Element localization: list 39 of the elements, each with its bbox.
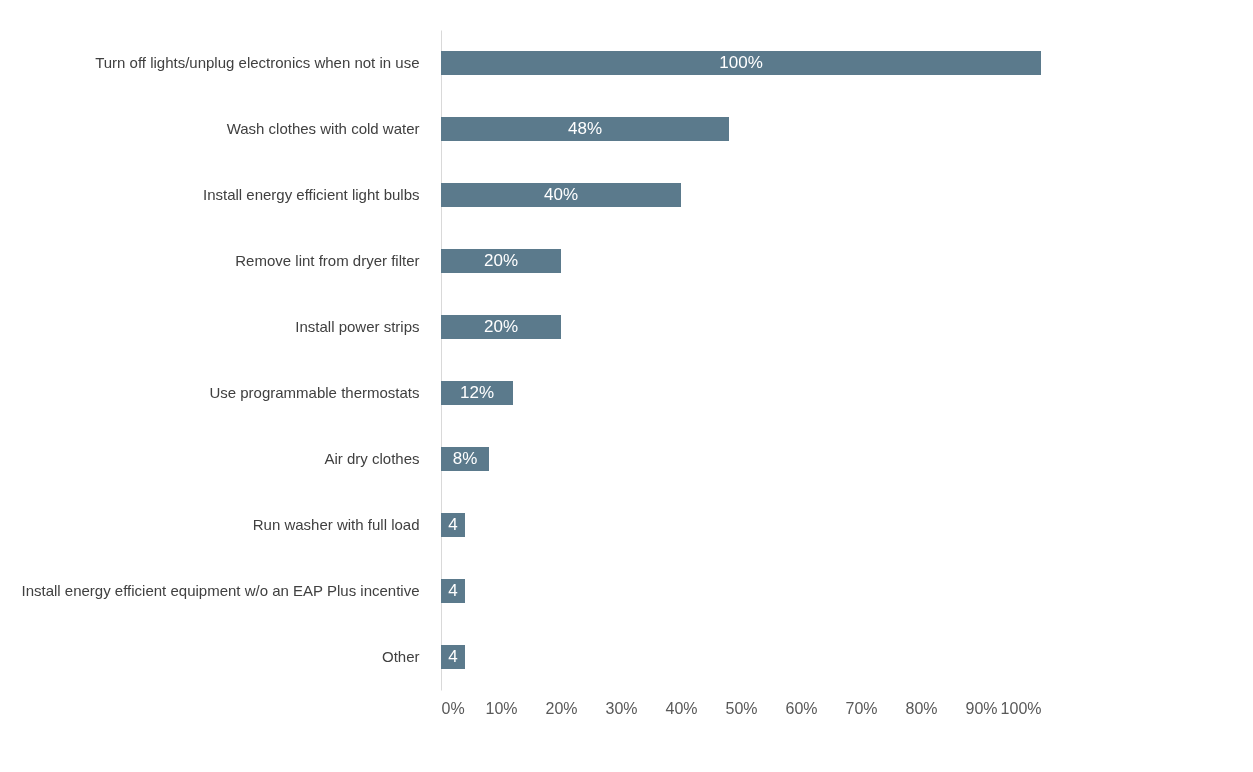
y-tick-label: Run washer with full load bbox=[252, 516, 420, 533]
bar bbox=[441, 579, 465, 603]
y-tick-label: Install energy efficient equipment w/o an EAP Plus incentive bbox=[21, 582, 420, 599]
bar bbox=[441, 315, 561, 339]
x-tick-label: 0% bbox=[441, 699, 465, 717]
y-tick-label: Air dry clothes bbox=[324, 450, 420, 467]
y-tick-label: Wash clothes with cold water bbox=[226, 120, 420, 137]
data-label: 8% bbox=[452, 449, 478, 468]
bar bbox=[441, 249, 561, 273]
x-tick-label: 20% bbox=[545, 699, 578, 717]
x-tick-label: 40% bbox=[665, 699, 698, 717]
y-tick-label: Install energy efficient light bulbs bbox=[202, 186, 420, 203]
y-tick-label: Install power strips bbox=[295, 318, 420, 335]
x-tick-label: 90% bbox=[965, 699, 998, 717]
data-label: 100% bbox=[719, 53, 763, 72]
x-tick-label: 60% bbox=[785, 699, 818, 717]
data-label: 48% bbox=[567, 119, 603, 138]
x-tick-label: 70% bbox=[845, 699, 878, 717]
x-tick-label: 80% bbox=[905, 699, 938, 717]
data-label: 4 bbox=[448, 581, 458, 600]
bar bbox=[441, 183, 681, 207]
data-label: 4 bbox=[448, 515, 458, 534]
data-label: 20% bbox=[483, 317, 519, 336]
data-label: 12% bbox=[459, 383, 495, 402]
bar bbox=[441, 645, 465, 669]
x-tick-label: 30% bbox=[605, 699, 638, 717]
data-label: 40% bbox=[543, 185, 579, 204]
x-tick-label: 100% bbox=[1000, 699, 1042, 717]
y-tick-label: Remove lint from dryer filter bbox=[235, 252, 420, 269]
bar bbox=[441, 117, 729, 141]
y-tick-label: Turn off lights/unplug electronics when not in use bbox=[95, 54, 420, 71]
data-label: 20% bbox=[483, 251, 519, 270]
y-tick-label: Use programmable thermostats bbox=[209, 384, 420, 401]
x-tick-label: 10% bbox=[485, 699, 518, 717]
bar bbox=[441, 51, 1041, 75]
x-tick-label: 50% bbox=[725, 699, 758, 717]
y-tick-label: Other bbox=[381, 648, 420, 665]
bar bbox=[441, 513, 465, 537]
data-label: 4 bbox=[448, 647, 458, 666]
